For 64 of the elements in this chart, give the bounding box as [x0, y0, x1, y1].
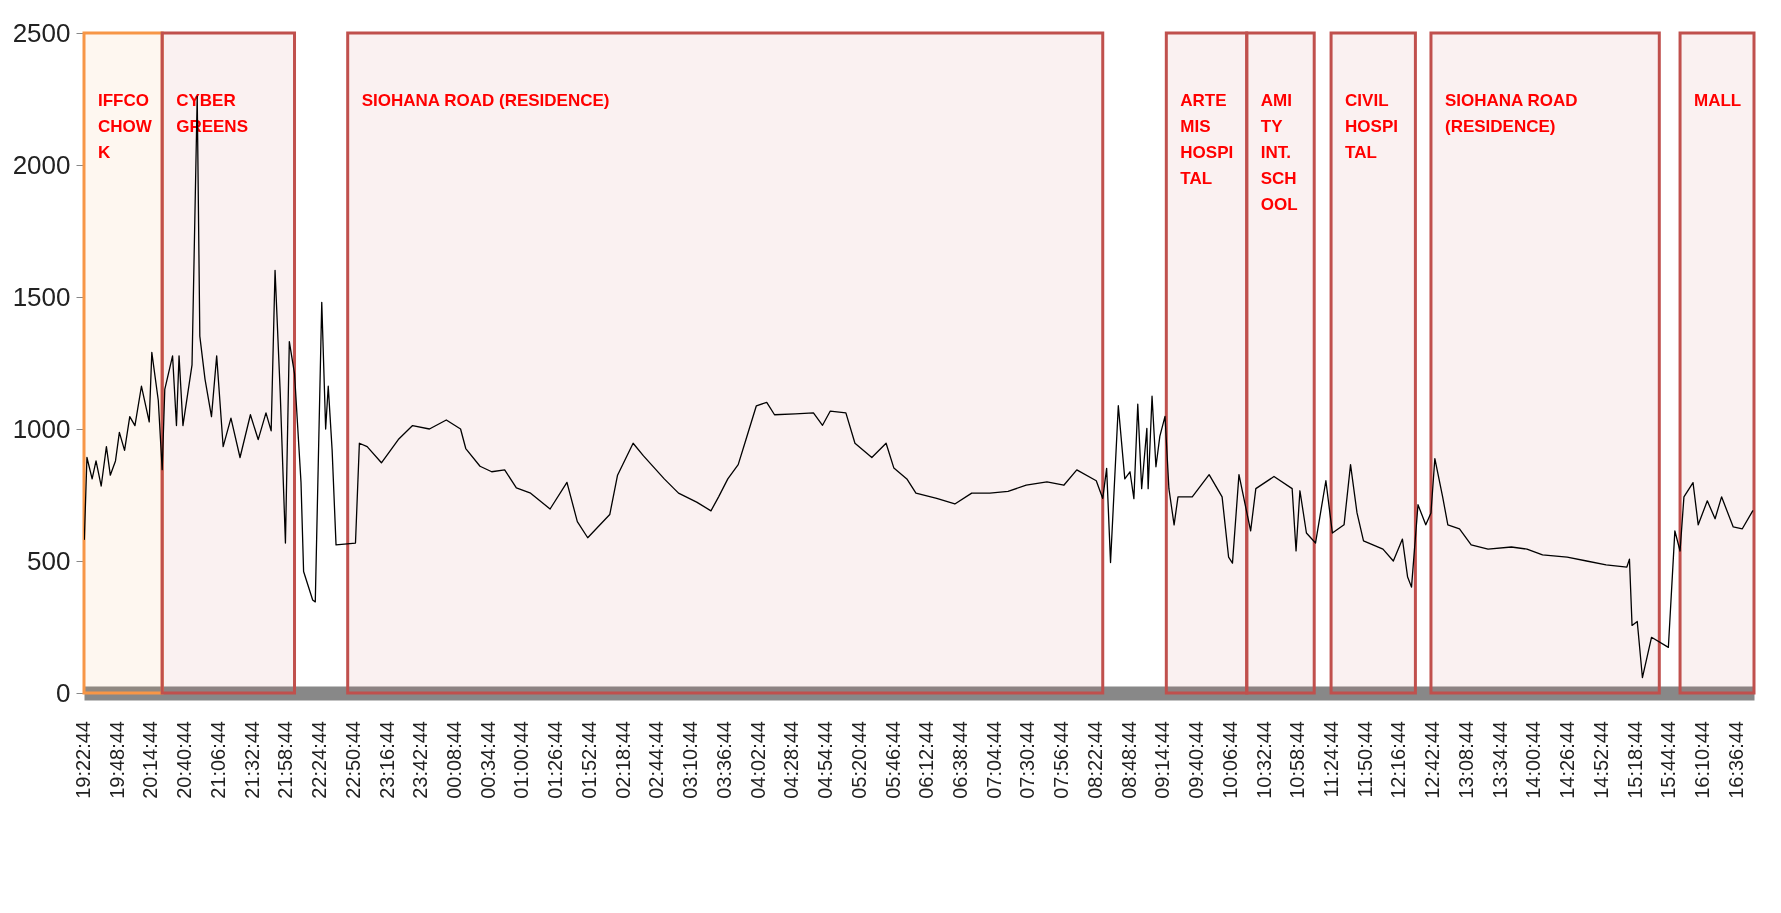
band-label: CIVIL HOSPI TAL: [1345, 91, 1398, 162]
band-label: ARTE MIS HOSPI TAL: [1180, 91, 1234, 188]
x-tick-label: 14:26:44: [1556, 721, 1579, 799]
x-tick-label: 21:32:44: [240, 721, 263, 799]
x-tick-label: 05:20:44: [847, 721, 870, 799]
x-tick-label: 04:28:44: [780, 721, 803, 799]
x-tick-label: 12:42:44: [1421, 721, 1444, 799]
x-tick-label: 21:06:44: [206, 721, 229, 799]
x-tick-label: 16:10:44: [1691, 721, 1714, 799]
x-tick-label: 21:58:44: [274, 721, 297, 799]
x-tick-label: 04:54:44: [814, 721, 837, 799]
x-tick-label: 13:34:44: [1488, 721, 1511, 799]
x-tick-label: 09:14:44: [1151, 721, 1174, 799]
x-tick-label: 03:36:44: [712, 721, 735, 799]
x-tick-label: 09:40:44: [1185, 721, 1208, 799]
line-series: [84, 95, 1754, 679]
x-tick-label: 20:14:44: [139, 721, 162, 799]
x-tick-label: 07:56:44: [1050, 721, 1073, 799]
band-label: IFFCO CHOW K: [98, 91, 153, 162]
x-tick-label: 13:08:44: [1454, 721, 1477, 799]
y-tick-label: 1500: [12, 281, 71, 312]
x-tick-label: 02:44:44: [645, 721, 668, 799]
x-tick-label: 08:48:44: [1117, 721, 1140, 799]
x-tick-label: 22:24:44: [308, 721, 331, 799]
x-tick-label: 10:58:44: [1286, 721, 1309, 799]
x-tick-label: 23:42:44: [409, 721, 432, 799]
x-tick-label: 14:52:44: [1589, 721, 1612, 799]
x-tick-label: 11:50:44: [1353, 721, 1376, 798]
x-tick-label: 00:08:44: [443, 721, 466, 799]
x-tick-label: 20:40:44: [173, 721, 196, 799]
band-label: AMI TY INT. SCH OOL: [1260, 91, 1298, 214]
band-label: MALL: [1694, 91, 1742, 110]
x-tick-label: 15:44:44: [1657, 721, 1680, 799]
x-tick-label: 08:22:44: [1083, 721, 1106, 799]
x-tick-label: 14:00:44: [1522, 721, 1545, 799]
x-tick-label: 19:22:44: [72, 721, 94, 799]
x-tick-label: 02:18:44: [611, 721, 634, 799]
x-tick-label: 00:34:44: [476, 721, 499, 799]
x-tick-label: 11:24:44: [1320, 721, 1343, 798]
y-tick-label: 2500: [12, 17, 71, 48]
x-tick-label: 04:02:44: [746, 721, 769, 799]
x-tick-label: 07:30:44: [1016, 721, 1039, 799]
x-tick-label: 03:10:44: [679, 721, 702, 799]
x-tick-label: 06:12:44: [915, 721, 938, 799]
y-tick-label: 0: [56, 677, 71, 708]
x-tick-label: 01:00:44: [510, 721, 533, 799]
band-label: SIOHANA ROAD (RESIDENCE): [1444, 91, 1578, 136]
x-tick-label: 05:46:44: [881, 721, 904, 799]
x-tick-label: 10:06:44: [1218, 721, 1241, 799]
x-tick-label: 23:16:44: [375, 721, 398, 799]
x-tick-label: 01:52:44: [577, 721, 600, 799]
x-tick-label: 19:48:44: [105, 721, 128, 799]
x-tick-label: 10:32:44: [1252, 721, 1275, 799]
y-tick-label: 2000: [12, 149, 71, 180]
x-tick-label: 07:04:44: [982, 721, 1005, 799]
x-tick-label: 15:18:44: [1623, 721, 1646, 799]
x-tick-label: 16:36:44: [1724, 721, 1747, 799]
y-tick-label: 500: [27, 545, 71, 576]
band-label: SIOHANA ROAD (RESIDENCE): [361, 91, 610, 110]
x-tick-label: 22:50:44: [341, 721, 364, 799]
x-tick-label: 01:26:44: [544, 721, 567, 799]
x-tick-label: 12:16:44: [1387, 721, 1410, 799]
y-tick-label: 1000: [12, 413, 71, 444]
x-tick-label: 06:38:44: [948, 721, 971, 799]
